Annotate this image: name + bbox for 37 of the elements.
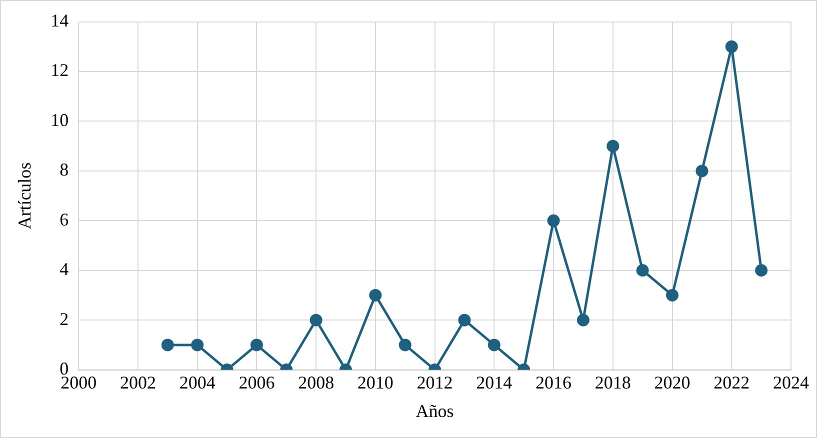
point <box>398 338 412 352</box>
point <box>369 288 382 302</box>
point <box>696 164 708 178</box>
point <box>458 314 471 326</box>
x-tick-label: 2024 <box>773 372 809 392</box>
x-tick-label: 2002 <box>120 372 156 392</box>
point <box>191 338 204 352</box>
x-tick-label: 2010 <box>357 372 394 392</box>
y-tick-label: 8 <box>60 160 69 180</box>
point <box>250 338 263 352</box>
point <box>547 214 560 227</box>
point <box>576 314 590 326</box>
x-tick-label: 2008 <box>298 372 334 392</box>
y-tick-label: 14 <box>50 10 69 31</box>
point <box>755 264 768 277</box>
point <box>666 288 679 302</box>
point <box>636 264 649 277</box>
x-tick-label: 2004 <box>179 372 216 392</box>
x-tick-label: 2014 <box>476 372 512 392</box>
x-tick-label: 2018 <box>594 372 631 392</box>
point <box>606 140 620 152</box>
point <box>488 338 500 352</box>
y-axis-title: Artículos <box>14 162 35 230</box>
x-tick-label: 2012 <box>416 372 453 392</box>
point <box>310 314 322 326</box>
y-tick-label: 2 <box>60 308 69 329</box>
y-tick-label: 6 <box>60 209 69 230</box>
y-tick-label: 10 <box>50 110 69 130</box>
x-axis-title: Años <box>416 400 454 421</box>
x-tick-label: 2020 <box>654 372 690 392</box>
x-tick-label: 2022 <box>714 372 750 392</box>
x-tick-label: 2016 <box>536 372 572 392</box>
point <box>161 338 174 352</box>
y-tick-label: 12 <box>50 60 69 80</box>
point <box>725 40 738 53</box>
x-tick-label: 2006 <box>238 372 275 392</box>
y-tick-label: 4 <box>60 259 69 280</box>
